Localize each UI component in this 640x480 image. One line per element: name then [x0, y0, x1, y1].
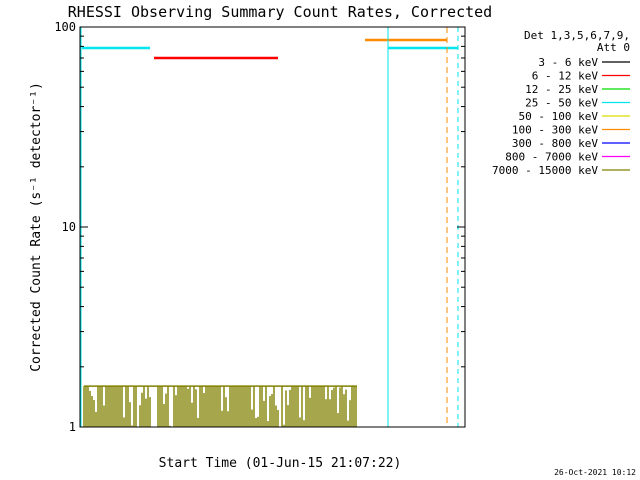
legend-label: 6 - 12 keV: [532, 70, 599, 83]
legend-label: 800 - 7000 keV: [505, 151, 598, 164]
legend-header-2: Att 0: [597, 41, 630, 54]
olive-noise-bars: [83, 385, 357, 427]
chart-title: RHESSI Observing Summary Count Rates, Co…: [68, 3, 492, 21]
legend-header-1: Det 1,3,5,6,7,9,: [524, 29, 630, 42]
x-axis-label: Start Time (01-Jun-15 21:07:22): [159, 456, 402, 471]
legend-label: 100 - 300 keV: [512, 124, 598, 137]
overlay-lines: NFS: [80, 27, 459, 427]
legend-label: 3 - 6 keV: [538, 56, 598, 69]
y-tick-label: 1: [69, 420, 76, 434]
generated-timestamp: 26-Oct-2021 10:12: [554, 468, 636, 477]
y-tick-label: 10: [62, 220, 76, 234]
y-tick-label: 100: [54, 20, 76, 34]
legend-label: 7000 - 15000 keV: [492, 164, 598, 177]
plot-frame: [79, 26, 466, 428]
y-axis-label: Corrected Count Rate (s⁻¹ detector⁻¹): [29, 82, 44, 372]
y-ticks: 1 10 100: [54, 20, 465, 434]
legend-label: 50 - 100 keV: [519, 110, 599, 123]
legend-label: 300 - 800 keV: [512, 137, 598, 150]
legend-label: 25 - 50 keV: [525, 97, 598, 110]
legend-label: 12 - 25 keV: [525, 83, 598, 96]
